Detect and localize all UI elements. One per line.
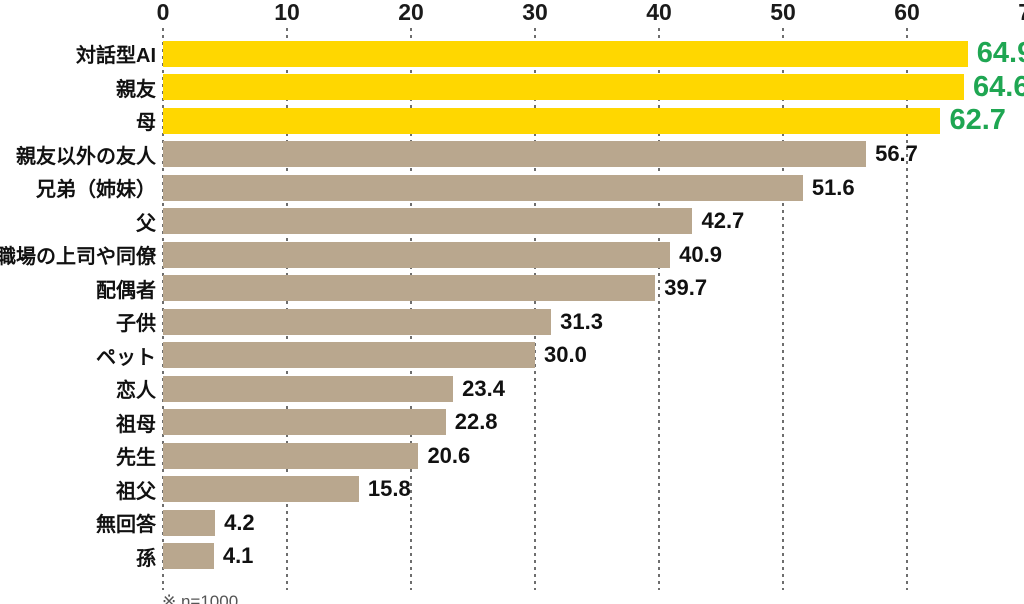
bar-track: 4.2	[163, 506, 1024, 540]
bar-track: 20.6	[163, 439, 1024, 473]
bar-row: 職場の上司や同僚 40.9	[0, 238, 1024, 272]
bar-track: 51.6	[163, 171, 1024, 205]
bar	[163, 174, 803, 201]
value-label: 22.8	[454, 409, 498, 435]
bar-row: 母 62.7	[0, 104, 1024, 138]
category-label: 母	[136, 112, 156, 135]
x-axis-tick-label: 0	[156, 0, 170, 25]
bar-track: 30.0	[163, 339, 1024, 373]
x-axis-tick-label: 20	[398, 0, 424, 25]
bar-row: 祖父 15.8	[0, 473, 1024, 507]
x-axis-tick-label: 50	[770, 0, 796, 25]
bar-row: 孫 4.1	[0, 540, 1024, 574]
x-axis-tick-label: 30	[522, 0, 548, 25]
bar-row: 対話型AI 64.9	[0, 37, 1024, 71]
category-label: 恋人	[116, 380, 156, 403]
bar	[163, 74, 965, 101]
bar	[163, 241, 671, 268]
category-label: 対話型AI	[76, 45, 156, 68]
value-label: 15.8	[367, 476, 411, 502]
value-label: 64.6	[973, 70, 1024, 103]
footnote: ※ n=1000	[162, 592, 239, 604]
category-label: 祖父	[116, 480, 156, 503]
category-label: ペット	[96, 346, 156, 369]
bar-track: 56.7	[163, 138, 1024, 172]
bar-row: 先生 20.6	[0, 439, 1024, 473]
bar	[163, 40, 968, 67]
value-label: 20.6	[427, 442, 471, 468]
value-label: 30.0	[544, 342, 587, 368]
bar	[163, 141, 867, 168]
bar-row: 恋人 23.4	[0, 372, 1024, 406]
bar	[163, 476, 359, 503]
category-label: 無回答	[96, 514, 156, 537]
bar-track: 31.3	[163, 305, 1024, 339]
bar-row: 子供 31.3	[0, 305, 1024, 339]
x-axis-tick-label: 40	[646, 0, 672, 25]
bar	[163, 107, 941, 134]
category-label: 配偶者	[96, 279, 156, 302]
bar-track: 42.7	[163, 205, 1024, 239]
x-axis-tick-label: 10	[274, 0, 300, 25]
value-label: 42.7	[701, 208, 745, 234]
value-label: 23.4	[462, 375, 505, 401]
category-label: 兄弟（姉妹）	[36, 179, 156, 202]
bar-row: 祖母 22.8	[0, 406, 1024, 440]
x-axis-tick-label: 60	[894, 0, 920, 25]
bar	[163, 208, 693, 235]
bar-row: 親友以外の友人 56.7	[0, 138, 1024, 172]
category-label: 祖母	[116, 413, 156, 436]
category-label: 親友	[116, 78, 156, 101]
bar-track: 4.1	[163, 540, 1024, 574]
bar	[163, 308, 552, 335]
value-label: 39.7	[664, 275, 708, 301]
bar	[163, 442, 419, 469]
value-label: 62.7	[949, 104, 1006, 137]
bar-row: 配偶者 39.7	[0, 272, 1024, 306]
bar-track: 40.9	[163, 238, 1024, 272]
value-label: 40.9	[679, 241, 722, 267]
bar-row: 兄弟（姉妹） 51.6	[0, 171, 1024, 205]
value-label: 51.6	[811, 174, 855, 200]
value-label: 31.3	[560, 308, 603, 334]
bar	[163, 543, 214, 570]
bar-track: 22.8	[163, 406, 1024, 440]
x-axis-tick-label: 70	[1018, 0, 1024, 25]
bar-row: 親友 64.6	[0, 71, 1024, 105]
bar	[163, 409, 446, 436]
gridline	[782, 28, 784, 590]
bar	[163, 375, 454, 402]
bar	[163, 342, 535, 369]
bar-track: 15.8	[163, 473, 1024, 507]
gridline	[906, 28, 908, 590]
value-label: 4.1	[222, 543, 254, 569]
bar-row: 無回答 4.2	[0, 506, 1024, 540]
value-label: 4.2	[224, 509, 255, 535]
bar-row: 父 42.7	[0, 205, 1024, 239]
bar	[163, 509, 216, 536]
category-label: 親友以外の友人	[16, 145, 156, 168]
category-label: 父	[136, 212, 156, 235]
category-label: 先生	[116, 447, 156, 470]
bar-track: 64.6	[163, 71, 1024, 105]
value-label: 56.7	[875, 141, 918, 167]
bar-track: 23.4	[163, 372, 1024, 406]
value-label: 64.9	[976, 37, 1024, 70]
bar-track: 62.7	[163, 104, 1024, 138]
bar	[163, 275, 656, 302]
category-label: 孫	[136, 547, 156, 570]
bar-row: ペット 30.0	[0, 339, 1024, 373]
category-label: 職場の上司や同僚	[0, 246, 156, 269]
bar-track: 64.9	[163, 37, 1024, 71]
gridline	[658, 28, 660, 590]
category-label: 子供	[116, 313, 156, 336]
bar-track: 39.7	[163, 272, 1024, 306]
